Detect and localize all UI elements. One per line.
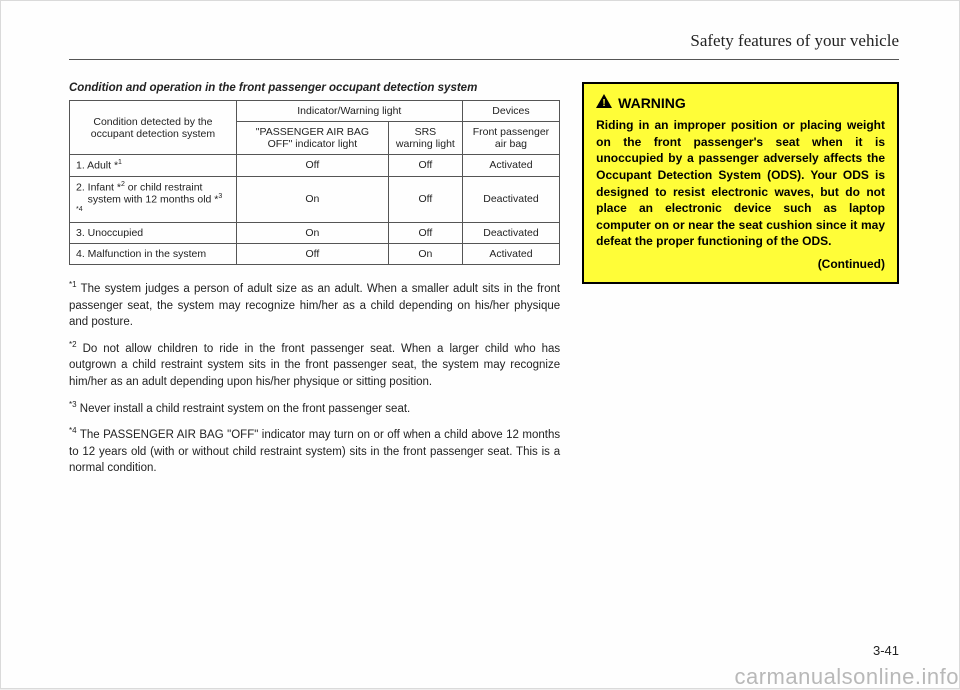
col-srs: SRS warning light	[388, 122, 462, 155]
col-devices: Devices	[462, 101, 559, 122]
cond-text: 1. Adult *	[76, 160, 118, 172]
cell-condition: 4. Malfunction in the system	[70, 244, 237, 265]
left-column: Condition and operation in the front pas…	[69, 82, 560, 485]
fn-marker: *4	[69, 426, 77, 435]
col-airbag: Front passenger air bag	[462, 122, 559, 155]
table-row: 3. Unoccupied On Off Deactivated	[70, 223, 560, 244]
page-number: 3-41	[873, 643, 899, 658]
cell-airbag: Deactivated	[462, 176, 559, 223]
cell-pabo: Off	[236, 155, 388, 177]
footnote: *2 Do not allow children to ride in the …	[69, 339, 560, 391]
cell-condition: 2. Infant *2 or child restraint system w…	[70, 176, 237, 223]
cell-condition: 3. Unoccupied	[70, 223, 237, 244]
cell-srs: On	[388, 244, 462, 265]
cell-srs: Off	[388, 155, 462, 177]
col-pabo: "PASSENGER AIR BAG OFF" indicator light	[236, 122, 388, 155]
col-condition: Condition detected by the occupant detec…	[70, 101, 237, 155]
cell-airbag: Activated	[462, 244, 559, 265]
cell-pabo: Off	[236, 244, 388, 265]
fn-text: The PASSENGER AIR BAG "OFF" indicator ma…	[69, 429, 560, 474]
footnote: *1 The system judges a person of adult s…	[69, 279, 560, 331]
cell-airbag: Activated	[462, 155, 559, 177]
table-row: 2. Infant *2 or child restraint system w…	[70, 176, 560, 223]
warning-body: Riding in an improper position or placin…	[596, 117, 885, 249]
fn-text: The system judges a person of adult size…	[69, 283, 560, 328]
cell-pabo: On	[236, 223, 388, 244]
warning-box: ! WARNING Riding in an improper position…	[582, 82, 899, 284]
warning-icon: !	[596, 94, 612, 113]
ods-table: Condition detected by the occupant detec…	[69, 100, 560, 265]
warning-title: WARNING	[618, 94, 686, 113]
page-header: Safety features of your vehicle	[69, 31, 899, 59]
cell-condition: 1. Adult *1	[70, 155, 237, 177]
header-rule	[69, 59, 899, 60]
cond-line2: system with 12 months old *	[88, 194, 219, 206]
watermark: carmanualsonline.info	[734, 664, 959, 690]
fn-marker: *3	[69, 400, 77, 409]
manual-page: Safety features of your vehicle Conditio…	[0, 0, 960, 689]
warning-title-row: ! WARNING	[596, 94, 885, 113]
footnote: *4 The PASSENGER AIR BAG "OFF" indicator…	[69, 425, 560, 477]
cell-srs: Off	[388, 176, 462, 223]
footnote: *3 Never install a child restraint syste…	[69, 399, 560, 418]
fn-marker: *1	[69, 280, 77, 289]
svg-text:!: !	[602, 98, 605, 108]
cell-airbag: Deactivated	[462, 223, 559, 244]
section-title: Safety features of your vehicle	[690, 31, 899, 50]
table-row: 4. Malfunction in the system Off On Acti…	[70, 244, 560, 265]
cond-sup: 1	[118, 159, 122, 166]
table-caption: Condition and operation in the front pas…	[69, 82, 560, 94]
cond-text: 2. Infant *	[76, 181, 121, 193]
fn-marker: *2	[69, 340, 77, 349]
content-columns: Condition and operation in the front pas…	[69, 82, 899, 485]
fn-text: Never install a child restraint system o…	[80, 403, 410, 415]
fn-text: Do not allow children to ride in the fro…	[69, 343, 560, 388]
table-row: 1. Adult *1 Off Off Activated	[70, 155, 560, 177]
right-column: ! WARNING Riding in an improper position…	[582, 82, 899, 485]
cond-text-b: or child restraint	[125, 181, 203, 193]
warning-continued: (Continued)	[596, 256, 885, 273]
table-header-row: Condition detected by the occupant detec…	[70, 101, 560, 122]
cell-pabo: On	[236, 176, 388, 223]
footnotes: *1 The system judges a person of adult s…	[69, 279, 560, 477]
col-indicator-group: Indicator/Warning light	[236, 101, 462, 122]
cell-srs: Off	[388, 223, 462, 244]
